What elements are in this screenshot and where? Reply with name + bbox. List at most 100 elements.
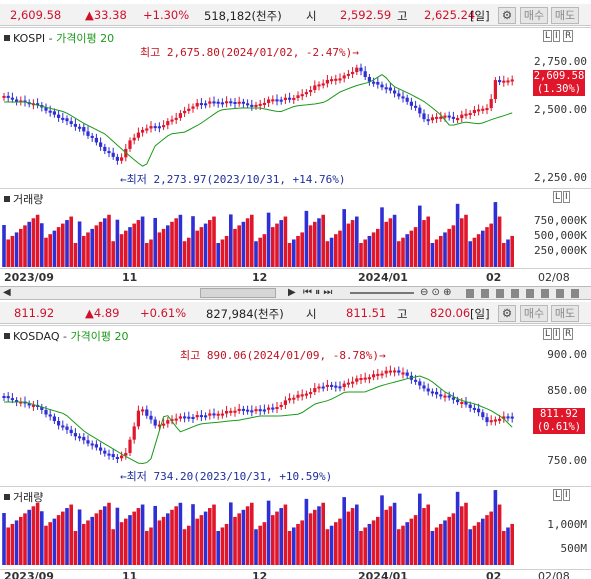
volume-bar [350, 220, 355, 267]
volume-bar [472, 237, 477, 267]
volume-bar [321, 502, 325, 565]
volume-bar [342, 497, 346, 565]
toolbar-icons[interactable] [466, 289, 586, 298]
volume-bar [497, 216, 502, 267]
kospi-vol-ctl-i[interactable]: I [563, 191, 570, 203]
kosdaq-period[interactable]: [일] [470, 307, 490, 321]
kospi-vol-ctl-l[interactable]: L [553, 191, 563, 203]
kospi-ctl-l[interactable]: L [543, 30, 553, 42]
candle-body [367, 377, 371, 380]
kosdaq-vol-ctl-l[interactable]: L [553, 489, 563, 501]
kospi-ctl-i[interactable]: I [553, 30, 560, 42]
volume-bar [115, 507, 120, 565]
volume-bar [69, 504, 73, 565]
kosdaq-vol-label-1: 1,000M [547, 518, 587, 531]
candle-body [246, 409, 250, 412]
volume-bar [292, 527, 296, 565]
kosdaq-x-label: 12 [252, 570, 268, 579]
volume-bar [166, 225, 170, 267]
kosdaq-price-pane[interactable]: KOSDAQ - 가격이평 20 L I R 900.00 850.00 750… [0, 325, 591, 485]
kosdaq-sell-button[interactable]: 매도 [551, 305, 579, 322]
kospi-y-label-3: 2,250.00 [534, 171, 587, 184]
candle-body [204, 103, 208, 106]
candle-body [99, 447, 103, 451]
volume-bar [187, 237, 191, 267]
volume-bar [174, 506, 178, 565]
kospi-candle-chart[interactable] [0, 28, 530, 188]
kosdaq-buy-button[interactable]: 매수 [520, 305, 548, 322]
candle-body [464, 402, 468, 405]
chart-scrollbar[interactable]: ◀ ▶ ⏮ ⏸ ⏭ ⊖ ⊙ ⊕ [0, 286, 591, 300]
volume-bar [82, 235, 86, 267]
volume-bar [493, 490, 498, 565]
candle-body [334, 385, 338, 388]
scroll-left-button[interactable]: ◀ [3, 287, 11, 298]
candle-body [342, 383, 346, 388]
kosdaq-volume-chart[interactable] [0, 487, 530, 570]
zoom-controls[interactable]: ⊖ ⊙ ⊕ [420, 287, 452, 298]
kosdaq-volume-title: 거래량 [4, 489, 43, 505]
volume-bar [212, 216, 216, 267]
playback-controls[interactable]: ⏮ ⏸ ⏭ [303, 287, 333, 298]
kosdaq-settings-button[interactable]: ⚙ [498, 305, 516, 322]
volume-bar [48, 522, 52, 565]
candle-body [145, 409, 149, 416]
candle-body [304, 393, 308, 396]
volume-bar [476, 234, 481, 267]
kosdaq-vol-ctl-i[interactable]: I [563, 489, 570, 501]
kosdaq-ctl-i[interactable]: I [553, 328, 560, 340]
kospi-buy-button[interactable]: 매수 [520, 7, 548, 24]
kospi-volume-pane[interactable]: 거래량 L I 750,000K 500,000K 250,000K [0, 188, 591, 268]
volume-bar [216, 531, 220, 565]
candle-body [359, 67, 363, 72]
volume-bar [350, 508, 355, 565]
kospi-settings-button[interactable]: ⚙ [498, 7, 516, 24]
candle-body [61, 117, 65, 120]
volume-bar [409, 518, 414, 565]
candle-body [460, 114, 464, 119]
kospi-vol-label-2: 500,000K [534, 229, 587, 242]
kosdaq-x-label: 11 [122, 570, 138, 579]
candle-body [334, 78, 338, 81]
kosdaq-x-label: 2024/01 [358, 570, 408, 579]
kosdaq-ctl-r[interactable]: R [563, 328, 574, 340]
kosdaq-candle-chart[interactable] [0, 326, 530, 486]
kospi-sell-button[interactable]: 매도 [551, 7, 579, 24]
candle-body [401, 372, 405, 375]
kospi-period[interactable]: [일] [470, 9, 490, 23]
candle-body [204, 415, 208, 418]
candle-body [430, 117, 434, 121]
kospi-volume-chart[interactable] [0, 189, 530, 269]
volume-bar [178, 502, 183, 565]
volume-bar [224, 523, 229, 565]
candle-body [443, 395, 447, 398]
volume-bar [426, 504, 430, 565]
volume-bar [94, 513, 99, 565]
volume-bar [145, 243, 149, 267]
kosdaq-max-note: 최고 890.06(2024/01/09, -8.78%)→ [180, 349, 386, 362]
zoom-slider[interactable] [350, 292, 414, 294]
kosdaq-volume-pane[interactable]: 거래량 L I 1,000M 500M [0, 486, 591, 569]
volume-bar [510, 523, 514, 565]
candle-body [136, 410, 140, 427]
candle-body [132, 426, 136, 440]
volume-bar [262, 522, 267, 565]
kosdaq-ctl-l[interactable]: L [543, 328, 553, 340]
candle-body [338, 78, 342, 81]
kospi-ctl-r[interactable]: R [563, 30, 574, 42]
kosdaq-open: 811.51 [346, 306, 387, 320]
candle-body [405, 97, 409, 102]
candle-body [6, 95, 10, 98]
scroll-right-button[interactable]: ▶ [288, 287, 296, 298]
candle-body [73, 123, 77, 127]
volume-bar [283, 216, 288, 267]
kospi-x-label: 12 [252, 271, 268, 284]
candle-body [313, 388, 317, 393]
candle-body [237, 408, 241, 411]
kospi-price-pane[interactable]: KOSPI - 가격이평 20 L I R 2,750.00 2,500.00 … [0, 27, 591, 187]
scroll-thumb[interactable] [200, 288, 276, 298]
volume-bar [271, 227, 275, 267]
candle-body [418, 107, 422, 114]
volume-bar [245, 506, 250, 565]
candle-body [225, 410, 229, 414]
